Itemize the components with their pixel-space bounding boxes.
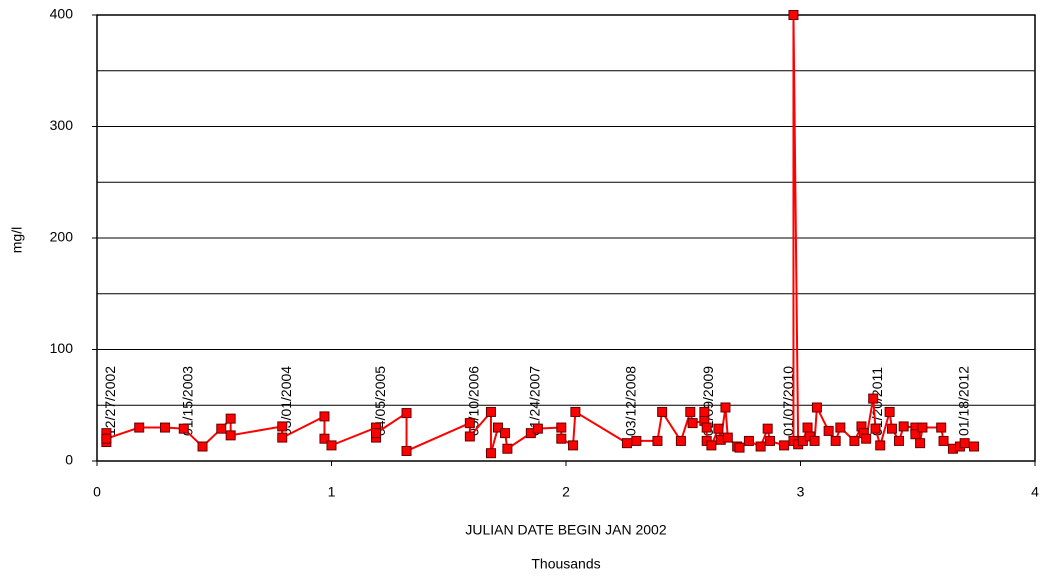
data-point — [401, 445, 412, 456]
data-point — [621, 438, 632, 449]
data-point — [917, 422, 928, 433]
x-unit-label: Thousands — [531, 556, 600, 572]
data-point — [485, 448, 496, 459]
y-tick-label: 0 — [65, 452, 73, 468]
annotation: 01/15/2003 — [179, 366, 195, 436]
x-tick-label: 2 — [562, 484, 570, 500]
y-tick-label: 100 — [50, 340, 74, 356]
data-point — [938, 435, 949, 446]
data-point — [875, 440, 886, 451]
data-point — [401, 408, 412, 419]
data-point — [216, 423, 227, 434]
data-point — [277, 421, 288, 432]
x-axis-label: JULIAN DATE BEGIN JAN 2002 — [465, 522, 666, 538]
data-point — [464, 418, 475, 429]
annotation: 01/18/2012 — [956, 366, 972, 436]
data-point — [568, 440, 579, 451]
data-point — [134, 422, 145, 433]
data-point — [886, 423, 897, 434]
data-point — [849, 435, 860, 446]
data-point — [755, 441, 766, 452]
y-tick-label: 300 — [50, 117, 74, 133]
data-point — [779, 440, 790, 451]
data-point — [811, 402, 822, 413]
data-point — [830, 435, 841, 446]
data-point — [868, 393, 879, 404]
data-point — [701, 422, 712, 433]
annotation: 03/01/2004 — [278, 366, 294, 436]
data-point — [788, 10, 799, 20]
x-tick-label: 4 — [1031, 484, 1039, 500]
data-point — [713, 423, 724, 434]
annotation: 04/05/2005 — [372, 366, 388, 436]
data-point — [687, 418, 698, 429]
data-point — [319, 433, 330, 444]
data-point — [802, 422, 813, 433]
data-point — [485, 406, 496, 417]
data-point — [706, 440, 717, 451]
data-point — [532, 423, 543, 434]
data-point — [556, 422, 567, 433]
data-point — [326, 440, 337, 451]
data-point — [160, 422, 171, 433]
data-point — [870, 423, 881, 434]
data-point — [936, 422, 947, 433]
data-point — [178, 423, 189, 434]
data-point — [675, 435, 686, 446]
data-point — [915, 438, 926, 449]
x-tick-label: 1 — [328, 484, 336, 500]
data-point — [762, 423, 773, 434]
data-point — [657, 406, 668, 417]
data-point — [835, 422, 846, 433]
y-tick-label: 200 — [50, 229, 74, 245]
data-point — [699, 406, 710, 417]
data-point — [969, 441, 980, 452]
data-point — [823, 425, 834, 436]
data-point — [720, 402, 731, 413]
x-tick-label: 0 — [93, 484, 101, 500]
data-point — [500, 428, 511, 439]
data-point — [734, 442, 745, 453]
data-point — [492, 422, 503, 433]
data-point — [765, 435, 776, 446]
data-point — [502, 443, 513, 454]
data-point — [197, 441, 208, 452]
data-point — [722, 432, 733, 443]
annotation: 01/07/2010 — [780, 366, 796, 436]
data-point — [101, 433, 112, 444]
annotation: 01/24/2007 — [527, 366, 543, 436]
data-point — [371, 428, 382, 439]
data-point — [225, 413, 236, 424]
y-tick-label: 400 — [50, 6, 74, 22]
data-point — [809, 435, 820, 446]
x-tick-label: 3 — [797, 484, 805, 500]
data-point — [884, 406, 895, 417]
data-point — [959, 438, 970, 449]
data-point — [631, 435, 642, 446]
data-point — [893, 435, 904, 446]
data-point — [464, 431, 475, 442]
data-point — [277, 432, 288, 443]
data-point — [570, 406, 581, 417]
data-point — [861, 433, 872, 444]
data-point — [319, 411, 330, 422]
data-point — [898, 421, 909, 432]
annotation: 03/12/2008 — [623, 366, 639, 436]
data-point — [743, 435, 754, 446]
data-point — [652, 435, 663, 446]
data-point — [225, 430, 236, 441]
y-axis-label: mg/l — [9, 227, 25, 253]
data-point — [556, 433, 567, 444]
data-point — [685, 406, 696, 417]
annotation: 12/27/2002 — [102, 366, 118, 436]
